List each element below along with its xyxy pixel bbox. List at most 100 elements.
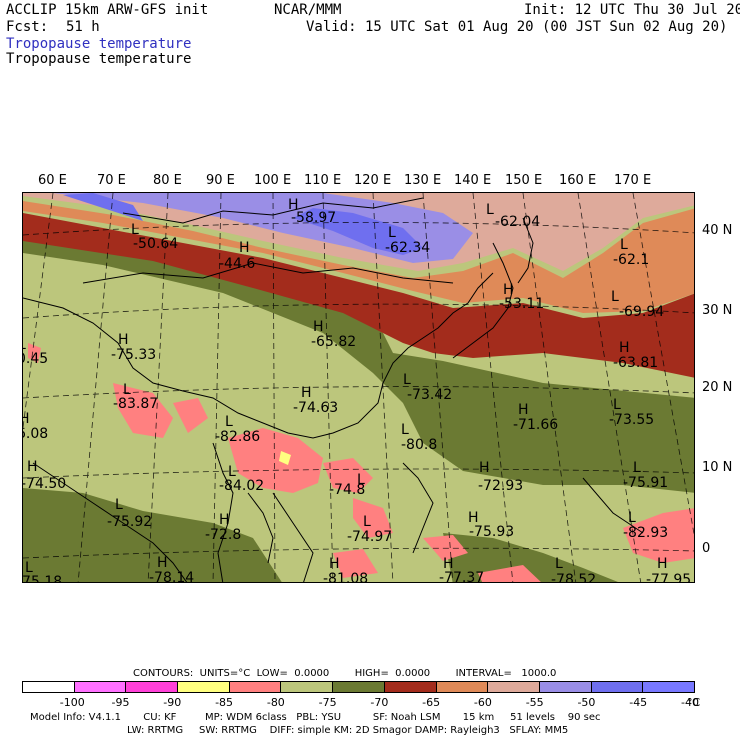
forecast-hour: 51 h <box>66 19 100 35</box>
lon-label: 120 E <box>354 173 392 188</box>
model-info-line-1: Model Info: V4.1.1 CU: KF MP: WDM 6class… <box>30 712 601 723</box>
map-shading <box>23 193 694 582</box>
extremum-value: -74.8 <box>329 482 366 498</box>
extremum-value: -75.92 <box>107 514 153 530</box>
lon-label: 100 E <box>254 173 292 188</box>
model-title: ACCLIP 15km ARW-GFS init <box>6 2 209 18</box>
lon-label: 60 E <box>38 173 67 188</box>
color-bar-swatch <box>488 682 540 692</box>
lat-label: 30 N <box>702 303 733 318</box>
color-bar-tick-label: °C <box>687 696 701 709</box>
color-bar-tick-label: -85 <box>215 696 234 709</box>
lon-label: 110 E <box>304 173 342 188</box>
extremum-value: -62.1 <box>613 252 650 268</box>
lon-label: 160 E <box>559 173 597 188</box>
extremum-type: L <box>611 289 619 305</box>
extremum-type: H <box>313 319 324 335</box>
extremum-type: H <box>657 556 668 572</box>
color-bar-tick-label: -90 <box>163 696 182 709</box>
extremum-type: H <box>468 510 479 526</box>
extremum-type: H <box>329 556 340 572</box>
color-bar-tick-label: -40 <box>681 696 699 709</box>
color-bar-tick-label: -100 <box>59 696 85 709</box>
extremum-value: -82.93 <box>623 525 669 541</box>
extremum-type: L <box>357 472 365 488</box>
extremum-value: -72.8 <box>205 527 242 543</box>
center-label: NCAR/MMM <box>274 2 342 18</box>
extremum-type: L <box>115 497 123 513</box>
extremum-value: -74.97 <box>347 529 393 545</box>
extremum-value: -84.02 <box>219 478 265 494</box>
extremum-value: -82.86 <box>215 429 261 445</box>
extremum-type: L <box>633 460 641 476</box>
valid-time: Valid: 15 UTC Sat 01 Aug 20 (00 JST Sun … <box>306 19 728 35</box>
extremum-type: H <box>23 412 30 426</box>
color-bar-tick-label: -50 <box>577 696 596 709</box>
extremum-type: L <box>401 422 409 438</box>
extremum-type: L <box>25 560 33 576</box>
extremum-value: -81.08 <box>323 571 369 583</box>
extremum-value: -62.34 <box>385 240 431 256</box>
extremum-value: -58.97 <box>291 210 337 226</box>
color-bar-tick-label: -80 <box>266 696 285 709</box>
extremum-value: -62.04 <box>495 214 541 230</box>
color-bar-swatch <box>384 682 437 692</box>
extremum-type: L <box>620 237 628 253</box>
extremum-type: L <box>628 510 636 526</box>
extremum-value: -80.8 <box>401 437 438 453</box>
extremum-value: -75.18 <box>22 574 63 583</box>
extremum-type: L <box>131 222 139 238</box>
lat-label: 0 <box>702 541 711 556</box>
extremum-type: H <box>157 555 168 571</box>
extremum-type: H <box>288 197 299 213</box>
lat-label: 20 N <box>702 380 733 395</box>
extremum-value: -75.93 <box>469 524 515 540</box>
extremum-type: H <box>219 512 230 528</box>
extremum-value: -75.33 <box>111 347 157 363</box>
lon-label: 90 E <box>206 173 235 188</box>
color-bar-swatch <box>539 682 592 692</box>
extremum-value: -74.50 <box>22 476 67 492</box>
extremum-value: -76.08 <box>23 426 49 442</box>
extremum-type: L <box>403 372 411 388</box>
extremum-type: H <box>518 402 529 418</box>
extremum-type: H <box>443 556 454 572</box>
color-bar-tick-label: -95 <box>111 696 130 709</box>
extremum-value: -77.37 <box>439 570 485 583</box>
extremum-type: L <box>123 382 131 398</box>
model-info-line-2: LW: RRTMG SW: RRTMG DIFF: simple KM: 2D … <box>127 725 569 736</box>
color-bar-tick-label: -45 <box>629 696 648 709</box>
extremum-value: -53.11 <box>499 296 545 312</box>
color-bar-swatch <box>178 682 230 692</box>
extremum-type: H <box>301 385 312 401</box>
color-bar-swatch <box>591 682 644 692</box>
extremum-type: L <box>613 397 621 413</box>
lon-label: 170 E <box>614 173 652 188</box>
extremum-value: -75.91 <box>623 475 669 491</box>
extremum-value: -60.45 <box>23 351 49 367</box>
lon-label: 130 E <box>404 173 442 188</box>
extremum-type: H <box>503 282 514 298</box>
extremum-value: -77.95 <box>646 572 692 583</box>
map-panel: L -50.64 H -44.6 H -58.97 L -62.34 L -62… <box>22 192 695 583</box>
extremum-type: L <box>225 414 233 430</box>
color-bar <box>22 681 695 693</box>
init-time: Init: 12 UTC Thu 30 Jul 20 <box>524 2 740 18</box>
color-bar-swatch <box>436 682 489 692</box>
extremum-type: H <box>479 460 490 476</box>
color-bar-swatch <box>643 682 694 692</box>
extremum-type: L <box>363 514 371 530</box>
color-bar-tick-label: -75 <box>318 696 337 709</box>
color-bar-swatch <box>229 682 282 692</box>
extremum-value: -71.66 <box>513 417 559 433</box>
forecast-label: Fcst: <box>6 19 49 35</box>
lon-label: 150 E <box>505 173 543 188</box>
extremum-value: -65.82 <box>311 334 357 350</box>
extremum-type: H <box>27 459 38 475</box>
color-bar-tick-label: -70 <box>370 696 389 709</box>
extremum-value: -73.55 <box>609 412 655 428</box>
lon-label: 80 E <box>153 173 182 188</box>
extremum-value: -74.63 <box>293 400 339 416</box>
lon-label: 70 E <box>97 173 126 188</box>
